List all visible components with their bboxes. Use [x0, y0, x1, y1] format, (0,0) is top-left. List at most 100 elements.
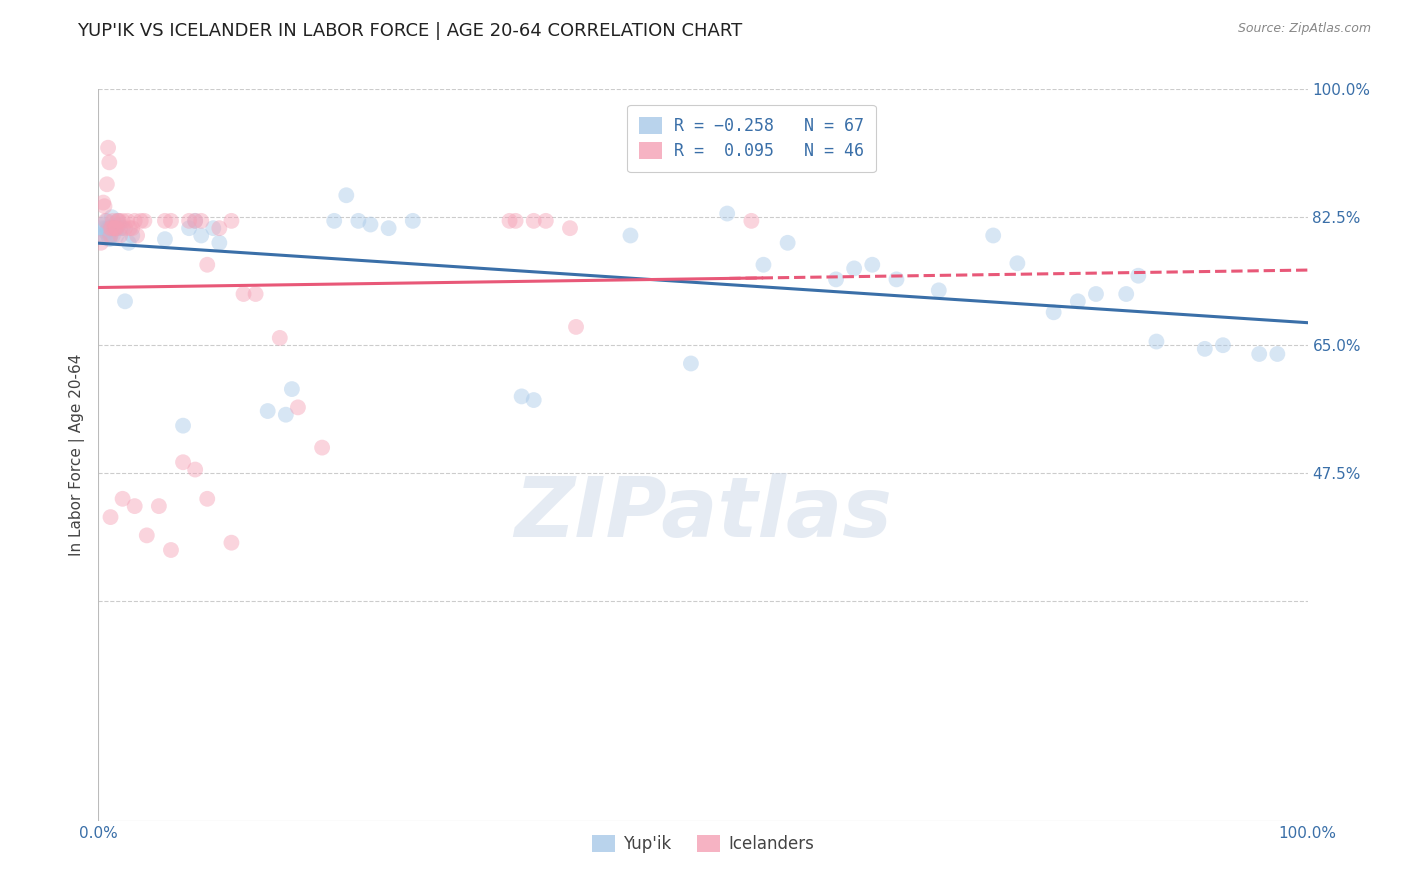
- Point: [117, 214, 139, 228]
- Point: [360, 218, 382, 232]
- Point: [1128, 268, 1150, 283]
- Point: [100, 221, 122, 235]
- Point: [1249, 347, 1271, 361]
- Point: [97, 228, 120, 243]
- Point: [107, 214, 129, 228]
- Point: [160, 214, 183, 228]
- Point: [274, 408, 297, 422]
- Point: [311, 441, 333, 455]
- Point: [114, 221, 136, 235]
- Point: [558, 221, 581, 235]
- Point: [91, 221, 114, 235]
- Point: [101, 228, 124, 243]
- Point: [135, 528, 157, 542]
- Text: Source: ZipAtlas.com: Source: ZipAtlas.com: [1237, 22, 1371, 36]
- Point: [190, 228, 212, 243]
- Point: [1194, 342, 1216, 356]
- Point: [100, 228, 122, 243]
- Point: [121, 221, 143, 235]
- Point: [108, 228, 131, 243]
- Point: [347, 214, 370, 228]
- Point: [108, 214, 131, 228]
- Point: [105, 221, 128, 235]
- Point: [104, 221, 127, 235]
- Point: [134, 214, 156, 228]
- Point: [245, 287, 267, 301]
- Point: [679, 356, 702, 371]
- Point: [208, 221, 231, 235]
- Y-axis label: In Labor Force | Age 20-64: In Labor Force | Age 20-64: [69, 354, 84, 556]
- Point: [716, 206, 738, 220]
- Point: [98, 155, 121, 169]
- Point: [190, 214, 212, 228]
- Point: [1042, 305, 1064, 319]
- Point: [108, 218, 131, 232]
- Point: [335, 188, 357, 202]
- Point: [886, 272, 908, 286]
- Point: [534, 214, 557, 228]
- Point: [107, 214, 129, 228]
- Point: [90, 235, 112, 250]
- Point: [124, 499, 146, 513]
- Point: [105, 221, 128, 235]
- Point: [103, 221, 125, 235]
- Point: [98, 232, 121, 246]
- Point: [105, 228, 128, 243]
- Point: [281, 382, 304, 396]
- Point: [202, 221, 225, 235]
- Point: [377, 221, 399, 235]
- Point: [523, 393, 546, 408]
- Point: [100, 228, 122, 243]
- Point: [111, 214, 134, 228]
- Point: [93, 228, 115, 243]
- Point: [91, 218, 114, 232]
- Point: [121, 228, 143, 243]
- Point: [148, 499, 170, 513]
- Point: [860, 258, 883, 272]
- Point: [1146, 334, 1168, 349]
- Point: [100, 221, 122, 235]
- Point: [1212, 338, 1234, 352]
- Point: [94, 225, 117, 239]
- Point: [97, 221, 120, 235]
- Point: [100, 221, 122, 235]
- Point: [111, 221, 134, 235]
- Point: [323, 214, 346, 228]
- Legend: Yup'ik, Icelanders: Yup'ik, Icelanders: [585, 829, 821, 860]
- Point: [208, 235, 231, 250]
- Point: [160, 543, 183, 558]
- Point: [100, 221, 122, 235]
- Point: [179, 214, 201, 228]
- Point: [184, 214, 207, 228]
- Point: [111, 491, 134, 506]
- Point: [269, 331, 291, 345]
- Point: [981, 228, 1004, 243]
- Point: [565, 319, 588, 334]
- Point: [94, 214, 117, 228]
- Point: [172, 455, 194, 469]
- Point: [184, 462, 207, 476]
- Point: [98, 221, 121, 235]
- Point: [740, 214, 762, 228]
- Point: [100, 211, 122, 225]
- Point: [619, 228, 641, 243]
- Point: [124, 214, 146, 228]
- Point: [90, 228, 112, 243]
- Point: [114, 294, 136, 309]
- Point: [523, 214, 546, 228]
- Point: [172, 418, 194, 433]
- Point: [1267, 347, 1289, 361]
- Point: [195, 258, 218, 272]
- Point: [127, 228, 149, 243]
- Point: [776, 235, 799, 250]
- Point: [96, 178, 118, 192]
- Text: ZIPatlas: ZIPatlas: [515, 473, 891, 554]
- Point: [118, 221, 141, 235]
- Point: [91, 195, 114, 210]
- Point: [118, 235, 141, 250]
- Point: [1115, 287, 1137, 301]
- Point: [1085, 287, 1108, 301]
- Point: [100, 510, 122, 524]
- Point: [1007, 256, 1029, 270]
- Point: [153, 214, 176, 228]
